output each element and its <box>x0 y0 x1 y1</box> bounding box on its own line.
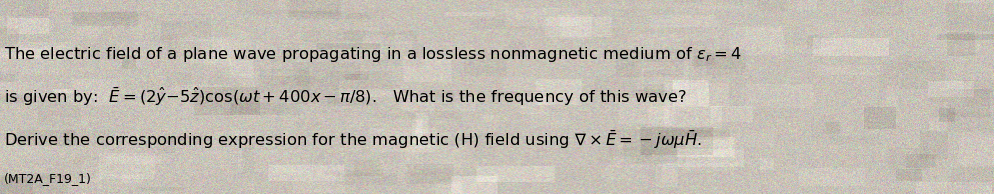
Text: is given by:  $\bar{E} = (2\hat{y} {-} 5\hat{z})\mathrm{cos}(\omega t + 400x - \: is given by: $\bar{E} = (2\hat{y} {-} 5\… <box>4 86 686 108</box>
Text: The electric field of a plane wave propagating in a lossless nonmagnetic medium : The electric field of a plane wave propa… <box>4 45 741 64</box>
Text: (MT2A_F19_1): (MT2A_F19_1) <box>4 172 91 185</box>
Text: Derive the corresponding expression for the magnetic (H) field using $\nabla \ti: Derive the corresponding expression for … <box>4 129 702 151</box>
